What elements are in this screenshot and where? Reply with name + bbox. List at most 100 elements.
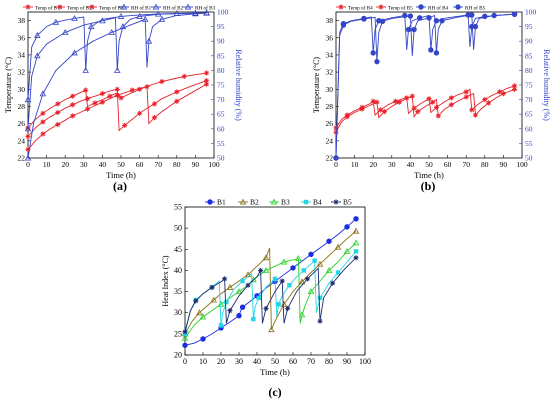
data-point-temp-of-b5 [511,86,518,92]
data-point-b3 [181,334,189,341]
legend-label-temp-of-b3: Temp of B3 [99,4,124,11]
series-temp-of-b2 [25,78,210,140]
series-b2 [181,227,360,337]
y2-tick-label: 70 [525,95,533,104]
data-point-b5 [317,318,323,324]
data-point-b5 [353,255,359,261]
x-tick-label: 40 [253,357,261,366]
legend-label-rh-of-b4: RH of B4 [428,4,449,11]
data-point-rh-of-b5 [411,26,417,33]
data-point-b1 [239,304,246,310]
y-tick-label: 30 [174,308,182,317]
data-point-rh-of-b2 [34,52,41,59]
data-point-b4 [224,299,229,305]
data-point-temp-of-b5 [396,99,402,105]
x-axis-label: Time (h) [260,367,290,377]
x-tick-label: 10 [351,160,359,169]
y2-tick-label: 85 [217,51,225,60]
data-point-b5 [182,329,188,335]
data-point-temp-of-b4 [426,96,432,102]
data-point-temp-of-b2 [174,89,180,95]
data-point-b5 [279,278,285,284]
data-point-b5 [330,280,336,286]
x-tick-label: 50 [425,160,433,169]
data-point-temp-of-b5 [409,93,415,99]
data-point-b1 [182,342,188,348]
legend-label-temp-of-b4: Temp of B4 [348,4,373,11]
series-temp-of-b1 [25,70,210,131]
data-point-b4 [276,302,281,307]
y2-tick-label: 75 [525,81,533,90]
data-point-b1 [353,216,359,222]
data-point-temp-of-b5 [381,109,387,115]
data-point-temp-of-b5 [500,90,506,97]
data-point-rh-of-b1 [87,23,95,30]
y-tick-label: 36 [18,33,26,42]
legend-label-temp-of-b2: Temp of B2 [67,4,92,11]
data-point-b5 [258,267,264,274]
series-line-b3 [184,242,357,339]
data-point-rh-of-b1 [52,18,60,25]
data-point-b4 [301,268,306,273]
legend-marker-b4 [303,199,309,205]
data-point-b4 [218,323,224,328]
y-tick-label: 55 [174,203,182,212]
legend-marker-rh-of-b5 [455,4,461,10]
x-tick-label: 30 [80,160,88,169]
data-point-b5 [193,298,199,304]
x-tick-label: 80 [481,160,489,169]
data-point-b2 [334,243,342,250]
x-tick-label: 0 [183,357,187,366]
data-point-rh-of-b3 [192,10,199,17]
data-point-rh-of-b3 [203,9,210,16]
legend-label-b1: B1 [217,197,226,206]
x-tick-label: 100 [359,357,371,366]
y-tick-label: 50 [174,224,182,233]
legend-marker-rh-of-b2 [152,3,160,10]
y-axis-label: Heat Index (°C) [161,255,170,307]
data-point-b1 [326,238,332,244]
series-line-rh-of-b5 [335,13,515,159]
x-tick-label: 10 [43,160,51,169]
data-point-rh-of-b5 [407,13,414,19]
series-temp-of-b3 [25,81,210,153]
panel-label-c: (c) [268,385,281,399]
y2-tick-label: 80 [525,66,533,75]
data-point-temp-of-b4 [511,83,518,89]
x-tick-label: 90 [343,357,351,366]
y-axis-label: Temperature (°C) [312,57,321,114]
y2-tick-label: 55 [525,139,533,148]
data-point-rh-of-b2 [61,29,69,35]
series-line-temp-of-b3 [27,83,207,150]
data-point-temp-of-b2 [55,109,61,116]
y-tick-label: 35 [174,287,182,296]
data-point-temp-of-b1 [92,100,98,106]
data-point-b3 [280,258,288,265]
data-point-rh-of-b3 [108,29,115,35]
y2-tick-label: 100 [217,8,229,17]
y-tick-label: 24 [18,136,26,145]
legend-label-b3: B3 [281,197,290,206]
data-point-temp-of-b4 [404,95,410,101]
x-tick-label: 10 [199,357,207,366]
data-point-rh-of-b3 [141,15,149,22]
data-point-temp-of-b2 [70,102,76,108]
data-point-rh-of-b4 [370,50,376,56]
x-tick-label: 40 [407,160,415,169]
x-axis-label: Time (h) [106,170,136,180]
data-point-rh-of-b5 [426,15,432,21]
data-point-rh-of-b5 [361,16,367,22]
series-rh-of-b2 [24,9,210,132]
y-tick-label: 32 [18,68,26,77]
data-point-temp-of-b2 [99,90,105,97]
data-point-temp-of-b5 [485,100,492,106]
x-tick-label: 50 [271,357,279,366]
series-rh-of-b5 [333,11,518,161]
data-point-temp-of-b4 [448,95,454,101]
data-point-temp-of-b2 [203,78,210,84]
x-tick-label: 60 [444,160,452,169]
y-tick-label: 38 [18,16,26,25]
data-point-b4 [317,295,323,301]
data-point-rh-of-b2 [99,17,106,24]
series-line-b5 [184,257,357,332]
